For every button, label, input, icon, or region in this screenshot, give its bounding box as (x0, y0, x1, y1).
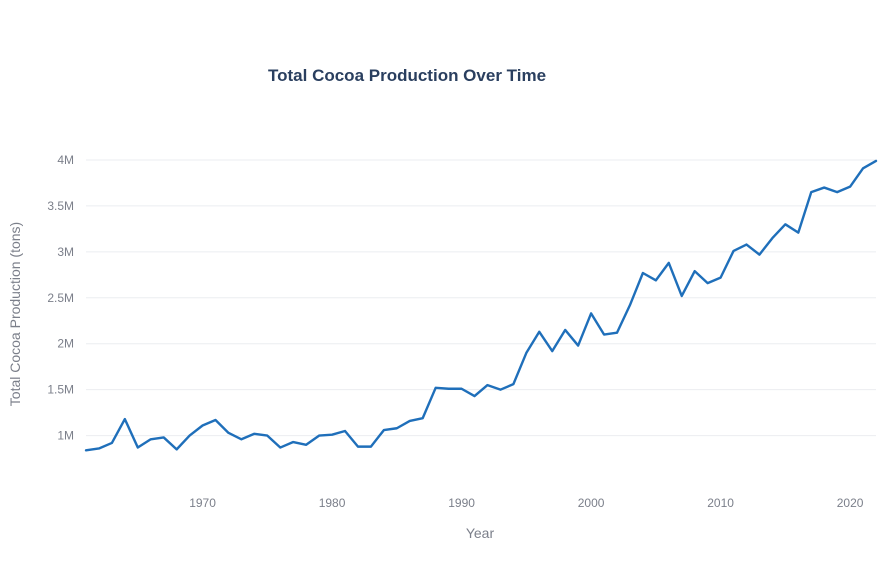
x-tick-labels: 1970 1980 1990 2000 2010 2020 (189, 496, 864, 510)
y-tick-label: 3.5M (47, 199, 74, 213)
x-tick-label: 1990 (448, 496, 475, 510)
x-tick-label: 2000 (578, 496, 605, 510)
x-tick-label: 2020 (837, 496, 864, 510)
x-axis-title: Year (466, 525, 495, 541)
y-tick-label: 3M (57, 245, 74, 259)
y-tick-label: 2.5M (47, 291, 74, 305)
y-tick-label: 4M (57, 153, 74, 167)
y-tick-label: 1M (57, 429, 74, 443)
chart-title: Total Cocoa Production Over Time (268, 66, 546, 85)
data-points (85, 160, 877, 451)
x-tick-label: 2010 (707, 496, 734, 510)
series-line (84, 159, 878, 452)
y-axis-title: Total Cocoa Production (tons) (7, 222, 23, 406)
y-tick-label: 1.5M (47, 383, 74, 397)
x-tick-label: 1980 (319, 496, 346, 510)
y-tick-label: 2M (57, 337, 74, 351)
y-tick-labels: 1M 1.5M 2M 2.5M 3M 3.5M 4M (47, 153, 74, 443)
x-tick-label: 1970 (189, 496, 216, 510)
